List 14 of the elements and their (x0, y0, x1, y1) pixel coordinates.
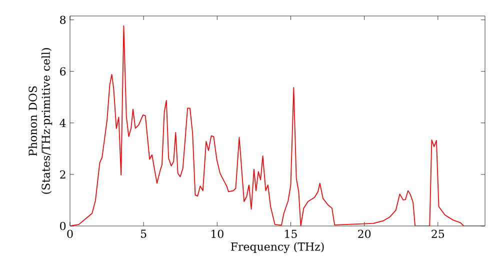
x-tick-label: 5 (141, 230, 146, 238)
y-axis-title: Phonon DOS (States/THz·primitive cell) (28, 48, 52, 194)
y-tick-label: 0 (60, 222, 66, 230)
line-series (70, 25, 485, 226)
y-tick-label: 2 (60, 170, 66, 179)
x-tick-label: 10 (212, 230, 224, 238)
y-tick-label: 6 (60, 67, 66, 76)
x-axis-title: Frequency (THz) (230, 242, 324, 254)
x-tick-label: 20 (358, 230, 371, 238)
x-tick-label: 15 (285, 230, 297, 238)
y-tick-label: 4 (60, 118, 66, 127)
x-tick-label: 0 (67, 230, 73, 238)
x-tick-label: 25 (432, 230, 444, 238)
y-tick-label: 8 (60, 16, 66, 24)
